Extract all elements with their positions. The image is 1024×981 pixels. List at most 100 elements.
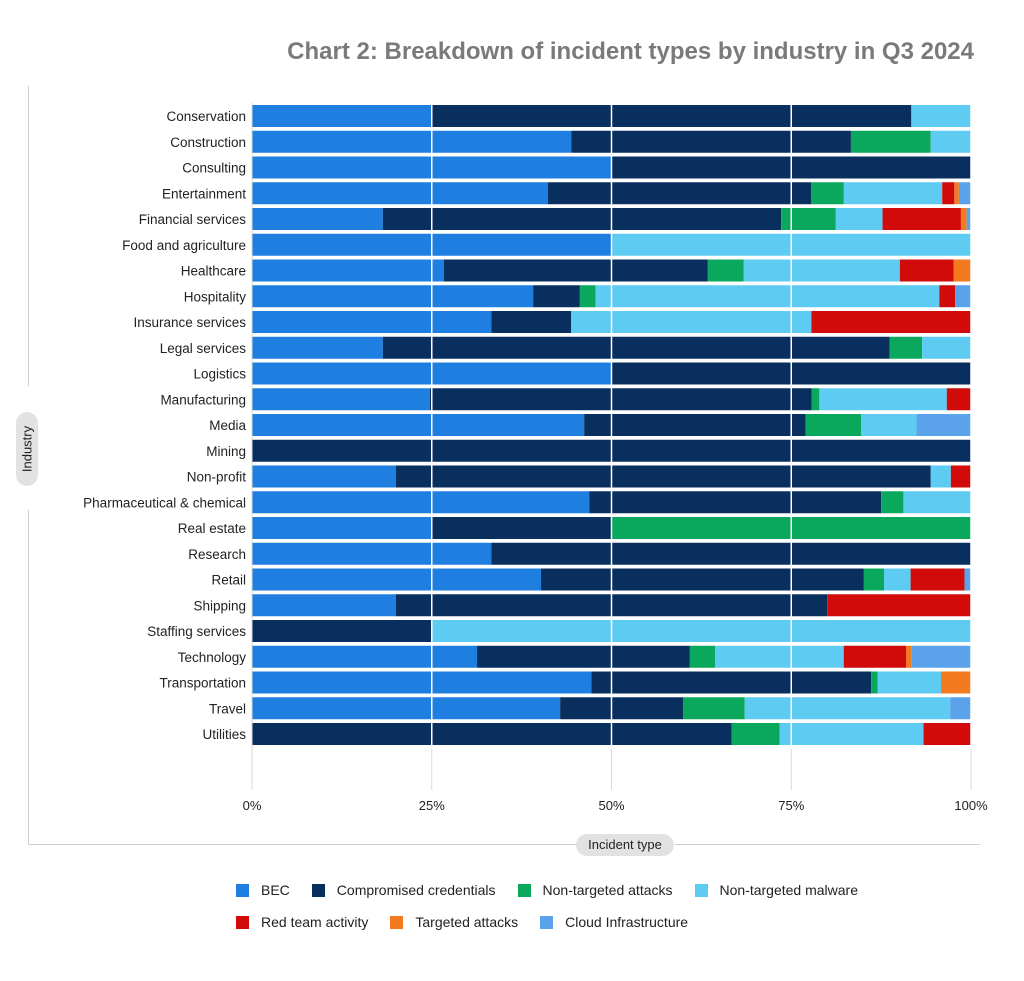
legend-label: BEC — [261, 882, 290, 898]
bar-segment-construction-1 — [571, 130, 851, 153]
legend-row: Red team activity Targeted attacks Cloud I… — [236, 912, 936, 932]
bar-segment-construction-2 — [850, 130, 931, 153]
bar-segment-transportation-3 — [877, 671, 942, 694]
bar-segment-hospitality-2 — [579, 285, 596, 308]
bar-segment-entertainment-4 — [942, 182, 955, 205]
bar-segment-financial-services-3 — [835, 208, 883, 230]
legend-label: Cloud Infrastructure — [565, 914, 689, 930]
x-axis-title: Incident type — [576, 834, 674, 856]
legend-item: Compromised credentials — [311, 882, 496, 898]
category-label: Travel — [209, 701, 246, 716]
legend-label: Targeted attacks — [415, 914, 519, 930]
chart-legend: BEC Compromised credentials Non-targeted a… — [236, 880, 936, 944]
bar-segment-utilities-4 — [923, 723, 971, 745]
bar-segment-media-2 — [805, 414, 861, 436]
legend-label: Non-targeted attacks — [542, 882, 673, 898]
bar-segment-insurance-services-1 — [491, 311, 572, 333]
category-label: Construction — [170, 135, 246, 150]
bar-segment-financial-services-4 — [882, 208, 961, 230]
legend-swatch — [694, 883, 708, 897]
bar-segment-utilities-3 — [779, 723, 924, 745]
bar-segment-entertainment-2 — [811, 182, 844, 205]
chart-frame-left-lower — [28, 510, 29, 845]
chart-frame-left — [28, 86, 29, 386]
bar-segment-insurance-services-3 — [571, 311, 812, 333]
category-label: Conservation — [166, 109, 246, 124]
bar-segment-non-profit-4 — [950, 465, 971, 488]
bar-segment-travel-3 — [744, 697, 951, 720]
bar-segment-healthcare-4 — [899, 259, 954, 282]
category-label: Pharmaceutical & chemical — [83, 495, 246, 510]
bar-segment-hospitality-3 — [595, 285, 940, 308]
bar-segment-legal-services-1 — [382, 336, 890, 359]
legend-item: Cloud Infrastructure — [540, 914, 688, 930]
bar-segment-retail-1 — [541, 568, 864, 591]
category-label: Logistics — [193, 367, 246, 382]
category-label: Healthcare — [181, 264, 246, 279]
bar-segment-shipping-0 — [252, 594, 396, 617]
bar-segment-technology-5 — [906, 645, 912, 668]
bar-segment-financial-services-1 — [382, 208, 782, 230]
bar-segment-technology-6 — [911, 645, 971, 668]
bar-segment-hospitality-1 — [533, 285, 580, 308]
category-label: Utilities — [202, 727, 246, 742]
bar-segment-legal-services-0 — [252, 336, 383, 359]
legend-label: Compromised credentials — [336, 882, 496, 898]
bar-segment-healthcare-5 — [953, 259, 971, 282]
legend-item: Targeted attacks — [390, 914, 518, 930]
bar-segment-media-1 — [584, 414, 806, 436]
legend-row: BEC Compromised credentials Non-targeted a… — [236, 880, 936, 900]
category-label: Hospitality — [184, 289, 247, 304]
bar-segment-pharmaceutical-chemical-1 — [589, 491, 882, 514]
bar-segment-retail-4 — [910, 568, 965, 591]
bar-segment-healthcare-2 — [707, 259, 744, 282]
bar-segment-research-0 — [252, 542, 492, 565]
bar-segment-hospitality-6 — [955, 285, 971, 308]
legend-item: Red team activity — [236, 914, 368, 930]
category-label: Retail — [211, 573, 246, 588]
legend-swatch — [236, 883, 249, 897]
bar-segment-entertainment-0 — [252, 182, 548, 205]
bar-segment-financial-services-5 — [960, 208, 967, 230]
category-label: Manufacturing — [160, 392, 246, 407]
legend-swatch — [540, 915, 554, 929]
bar-segment-media-0 — [252, 414, 585, 436]
bar-segment-transportation-1 — [591, 671, 872, 694]
bar-segment-manufacturing-0 — [252, 388, 430, 411]
bar-segment-non-profit-0 — [252, 465, 396, 488]
bar-segment-financial-services-6 — [966, 208, 971, 230]
bar-segment-technology-2 — [689, 645, 716, 668]
category-label: Real estate — [178, 521, 246, 536]
bar-segment-insurance-services-4 — [811, 311, 971, 333]
category-label: Non-profit — [187, 470, 247, 485]
bar-segment-non-profit-3 — [930, 465, 951, 488]
bar-segment-retail-2 — [863, 568, 885, 591]
category-label: Insurance services — [133, 315, 246, 330]
y-axis-title-text: Industry — [19, 425, 35, 473]
x-tick-label: 50% — [598, 798, 624, 813]
category-label: Research — [188, 547, 246, 562]
legend-item: Non-targeted malware — [694, 882, 859, 898]
bar-segment-media-6 — [916, 414, 971, 436]
bar-segment-media-3 — [860, 414, 917, 436]
bar-segment-manufacturing-2 — [811, 388, 820, 411]
bar-segment-manufacturing-1 — [429, 388, 812, 411]
bar-segment-manufacturing-3 — [819, 388, 947, 411]
legend-item: BEC — [236, 882, 290, 898]
bar-segment-retail-6 — [964, 568, 971, 591]
bar-segment-legal-services-2 — [889, 336, 923, 359]
category-label: Mining — [206, 444, 246, 459]
bar-segment-technology-1 — [477, 645, 690, 668]
bar-segment-real-estate-1 — [431, 517, 612, 539]
legend-swatch — [311, 883, 325, 897]
bar-segment-transportation-0 — [252, 671, 592, 694]
category-label: Media — [209, 418, 246, 433]
bar-segment-utilities-2 — [731, 723, 780, 745]
x-tick-label: 0% — [243, 798, 262, 813]
category-label: Technology — [178, 650, 247, 665]
bar-segment-legal-services-3 — [922, 336, 971, 359]
legend-label: Non-targeted malware — [719, 882, 859, 898]
bar-segment-hospitality-0 — [252, 285, 534, 308]
category-label: Staffing services — [147, 624, 246, 639]
legend-swatch — [517, 883, 531, 897]
